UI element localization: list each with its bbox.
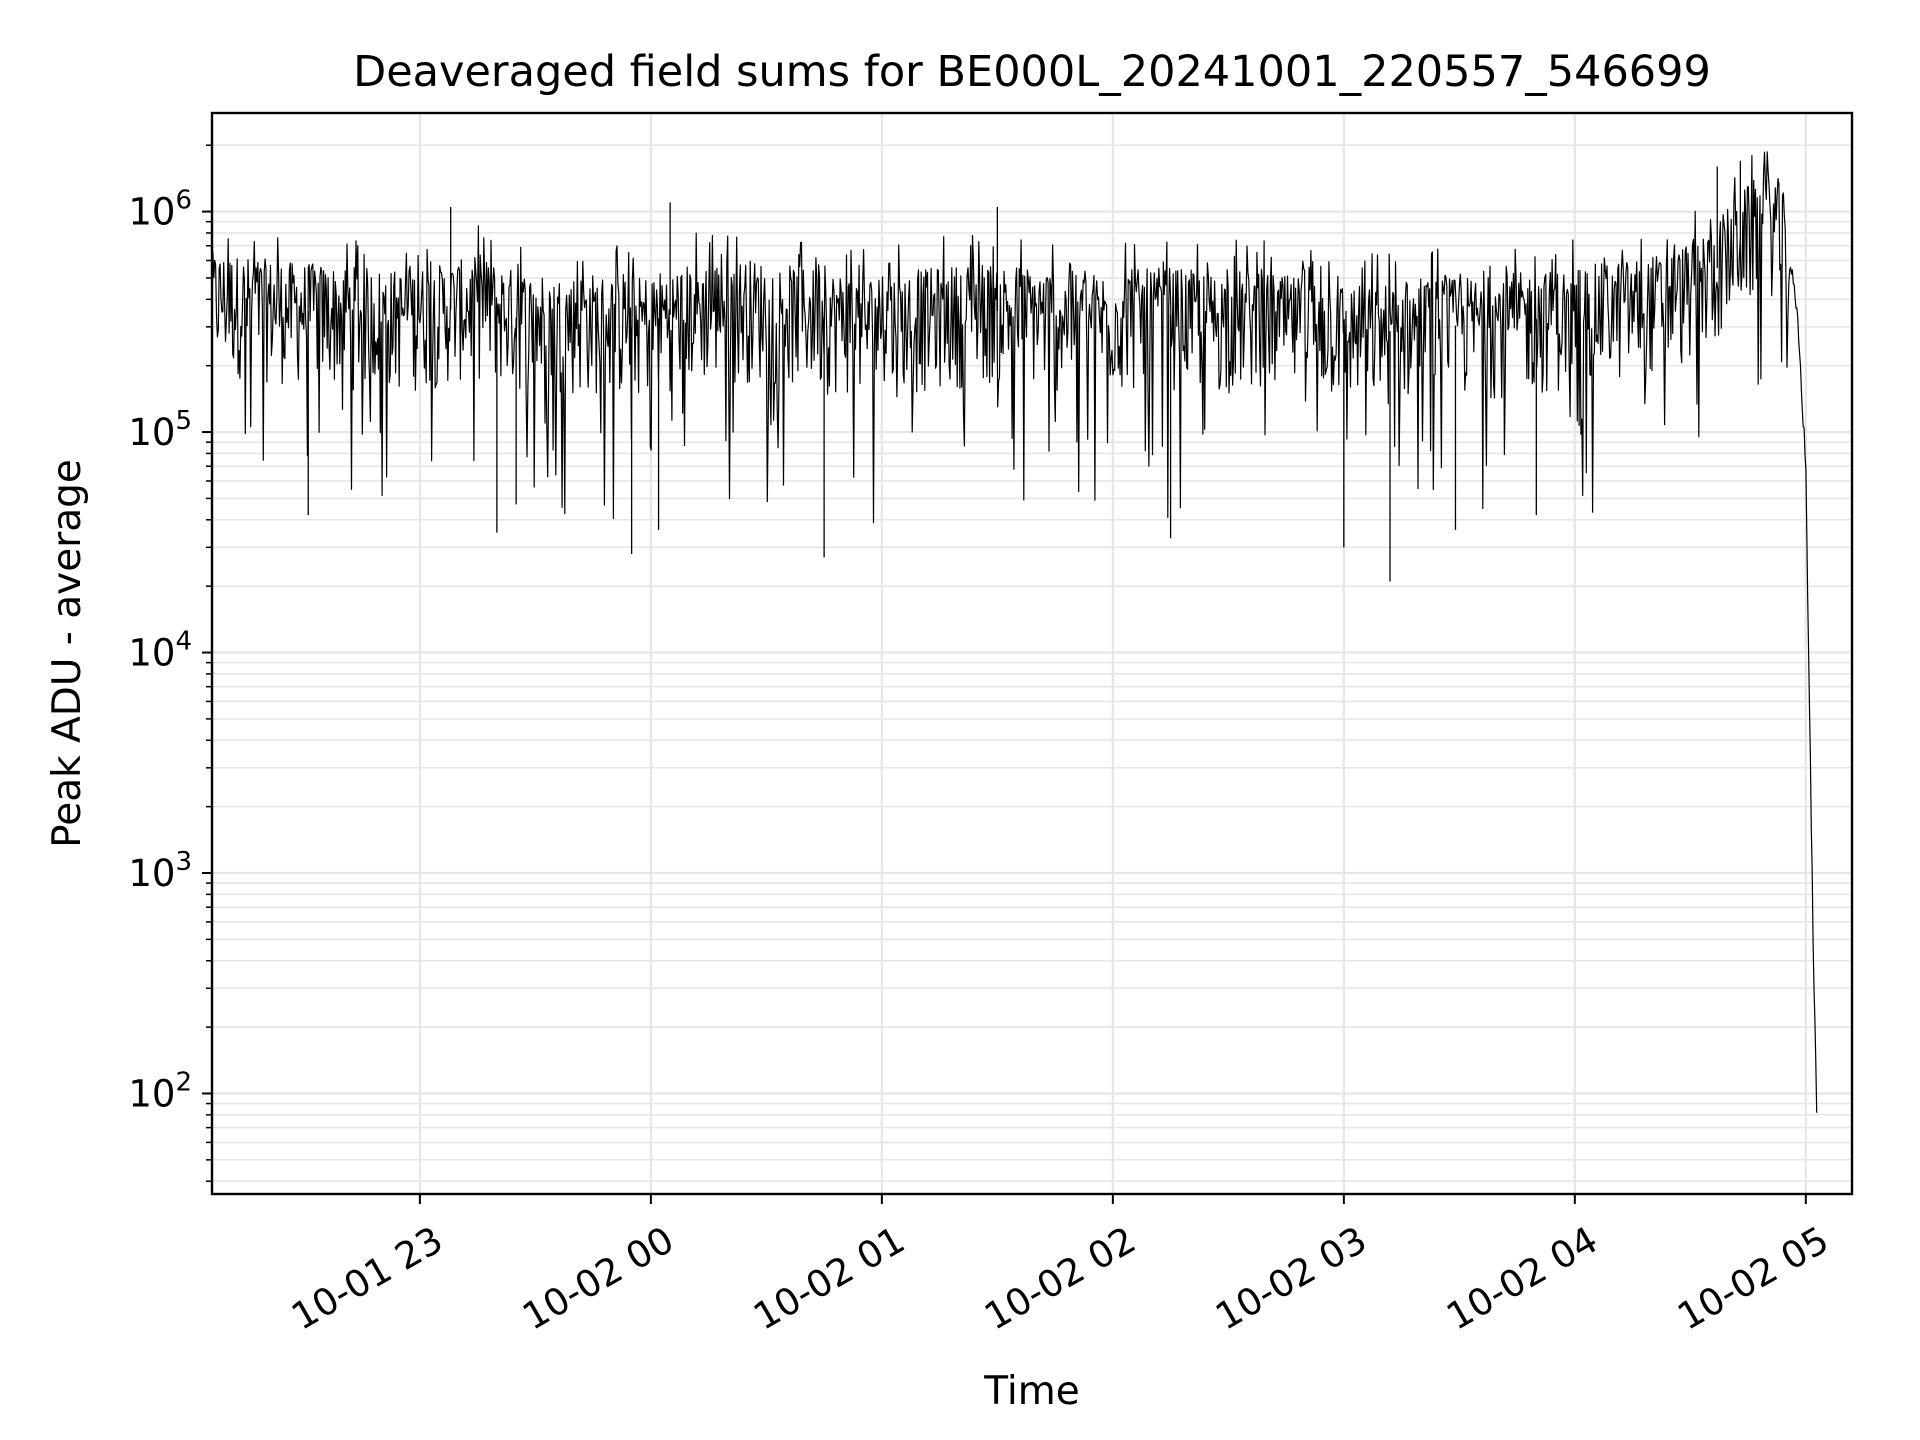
chart-title: Deaveraged field sums for BE000L_2024100… (353, 47, 1711, 97)
y-tick-label: 103 (128, 847, 192, 895)
x-axis-label: Time (983, 1369, 1079, 1414)
y-axis-label: Peak ADU - average (45, 459, 90, 848)
y-tick-label: 102 (128, 1067, 192, 1115)
y-tick-label: 106 (128, 186, 192, 234)
y-tick-label: 104 (128, 627, 192, 675)
spikes (307, 160, 1742, 582)
y-tick-label: 105 (128, 406, 192, 454)
data-series-line (211, 151, 1818, 1113)
